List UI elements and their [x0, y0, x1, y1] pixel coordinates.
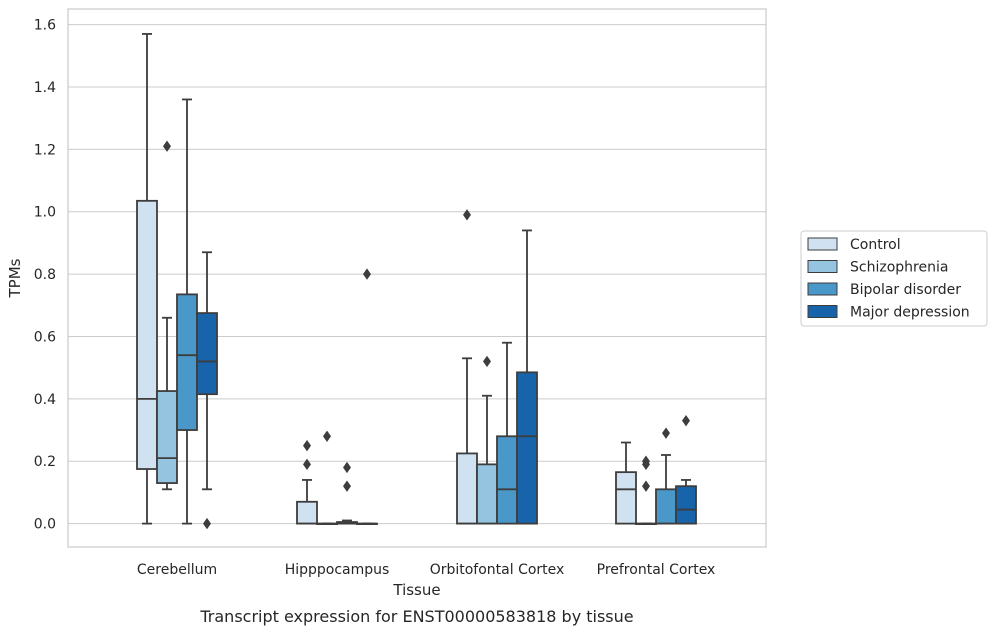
outlier-point: [483, 355, 491, 368]
box-group: [516, 229, 538, 525]
box-iqr: [496, 435, 518, 525]
legend-label: Bipolar disorder: [850, 282, 961, 298]
legend-frame: [800, 230, 988, 327]
legend-swatch: [807, 305, 838, 318]
y-tick-label: 1.4: [34, 80, 56, 96]
outlier-point: [203, 517, 211, 530]
y-tick-label: 0.4: [34, 392, 56, 408]
box-iqr: [156, 390, 178, 484]
boxes-layer: [136, 33, 697, 530]
box-group: [316, 430, 338, 526]
box-iqr: [296, 500, 318, 525]
y-axis-label: TPMs: [6, 258, 24, 298]
outlier-point: [323, 430, 331, 442]
y-tick-label: 1.0: [34, 205, 56, 221]
x-tick-label: Cerebellum: [137, 562, 217, 578]
box-group: [356, 268, 378, 526]
box-iqr: [655, 488, 677, 525]
y-tick-label: 1.2: [34, 142, 56, 158]
box-iqr: [476, 463, 498, 525]
outlier-point: [303, 439, 311, 452]
box-group: [675, 414, 697, 525]
outlier-point: [363, 268, 371, 280]
outlier-point: [682, 414, 690, 427]
y-tick-label: 0.2: [34, 454, 56, 470]
outlier-point: [303, 458, 311, 471]
legend-label: Control: [850, 237, 901, 253]
box-group: [296, 439, 318, 525]
legend-swatch: [807, 237, 838, 251]
outlier-point: [463, 209, 471, 221]
y-tick-label: 0.6: [34, 329, 56, 345]
box-group: [196, 251, 218, 530]
outlier-point: [642, 455, 650, 467]
x-tick-labels: Cerebellum Hipppocampus Orbitofontal Corte…: [137, 562, 715, 578]
x-tick-label: Prefrontal Cortex: [597, 562, 716, 578]
box-iqr: [456, 452, 478, 525]
legend-label: Schizophrenia: [850, 260, 948, 276]
outlier-point: [343, 461, 351, 474]
box-iqr: [516, 371, 538, 525]
box-group: [336, 461, 358, 525]
legend-label: Major depression: [850, 305, 970, 321]
y-tick-label: 1.6: [34, 18, 56, 34]
box-iqr: [675, 485, 697, 525]
box-iqr: [196, 312, 218, 396]
legend-swatch: [807, 260, 838, 273]
x-axis-label: Tissue: [392, 581, 440, 599]
x-tick-label: Hipppocampus: [285, 562, 390, 578]
box-group: [136, 33, 158, 525]
box-group: [615, 441, 637, 525]
box-group: [156, 140, 178, 491]
outlier-point: [662, 427, 670, 439]
legend-swatch: [807, 282, 838, 296]
box-iqr: [615, 471, 637, 525]
box-iqr: [176, 293, 198, 431]
chart-caption: Transcript expression for ENST0000058381…: [199, 607, 633, 626]
outlier-point: [642, 480, 650, 492]
box-group: [635, 455, 657, 526]
outlier-point: [343, 480, 351, 492]
box-group: [655, 427, 677, 525]
legend: Control Schizophrenia Bipolar disorder Majo…: [800, 230, 988, 327]
box-group: [456, 209, 478, 525]
box-iqr: [136, 199, 158, 470]
y-tick-label: 0.8: [34, 267, 56, 283]
x-tick-label: Orbitofontal Cortex: [430, 562, 565, 578]
y-tick-label: 0.0: [34, 517, 56, 533]
outlier-point: [163, 140, 171, 152]
plot-area-border: [67, 8, 767, 548]
y-tick-labels: 0.0 0.2 0.4 0.6 0.8 1.0 1.2 1.4 1.6: [34, 18, 56, 533]
